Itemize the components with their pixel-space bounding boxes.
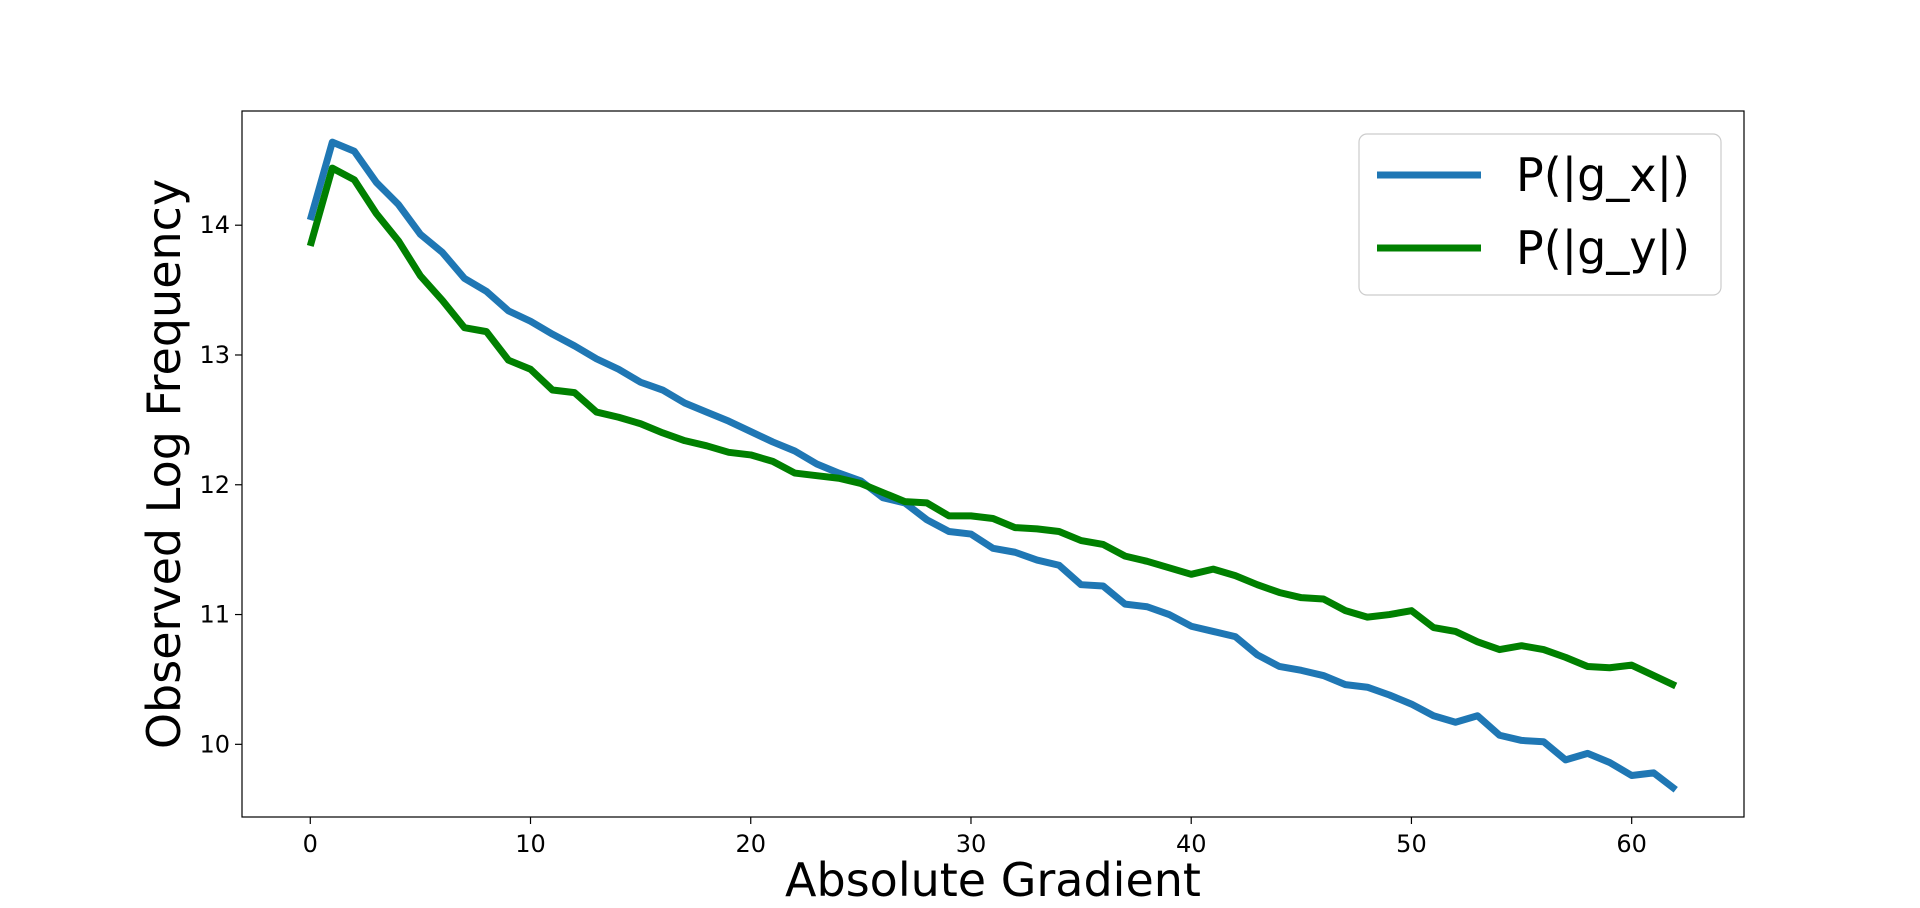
x-tick-label: 60 — [1616, 830, 1647, 858]
x-axis-title: Absolute Gradient — [785, 853, 1201, 907]
legend-label-gx: P(|g_x|) — [1516, 148, 1690, 203]
y-axis-ticks: 10 11 12 13 14 — [199, 211, 242, 758]
x-tick-label: 0 — [303, 830, 318, 858]
x-axis-ticks: 0 10 20 30 40 50 60 — [303, 817, 1647, 858]
legend: P(|g_x|) P(|g_y|) — [1358, 133, 1722, 296]
series-lines — [306, 138, 1678, 793]
x-tick-label: 20 — [735, 830, 766, 858]
x-tick-label: 40 — [1176, 830, 1207, 858]
plot-area-frame — [241, 110, 1745, 818]
y-axis-title: Observed Log Frequency — [137, 179, 191, 749]
y-tick-label: 14 — [199, 211, 230, 239]
legend-label-gy: P(|g_y|) — [1516, 221, 1690, 276]
y-tick-label: 13 — [199, 341, 230, 369]
x-tick-label: 50 — [1396, 830, 1427, 858]
series-line-gy — [306, 164, 1678, 690]
y-tick-label: 11 — [199, 601, 230, 629]
x-tick-label: 10 — [515, 830, 546, 858]
x-tick-label: 30 — [956, 830, 987, 858]
series-line-gx — [306, 138, 1678, 793]
y-tick-label: 12 — [199, 471, 230, 499]
y-tick-label: 10 — [199, 730, 230, 758]
